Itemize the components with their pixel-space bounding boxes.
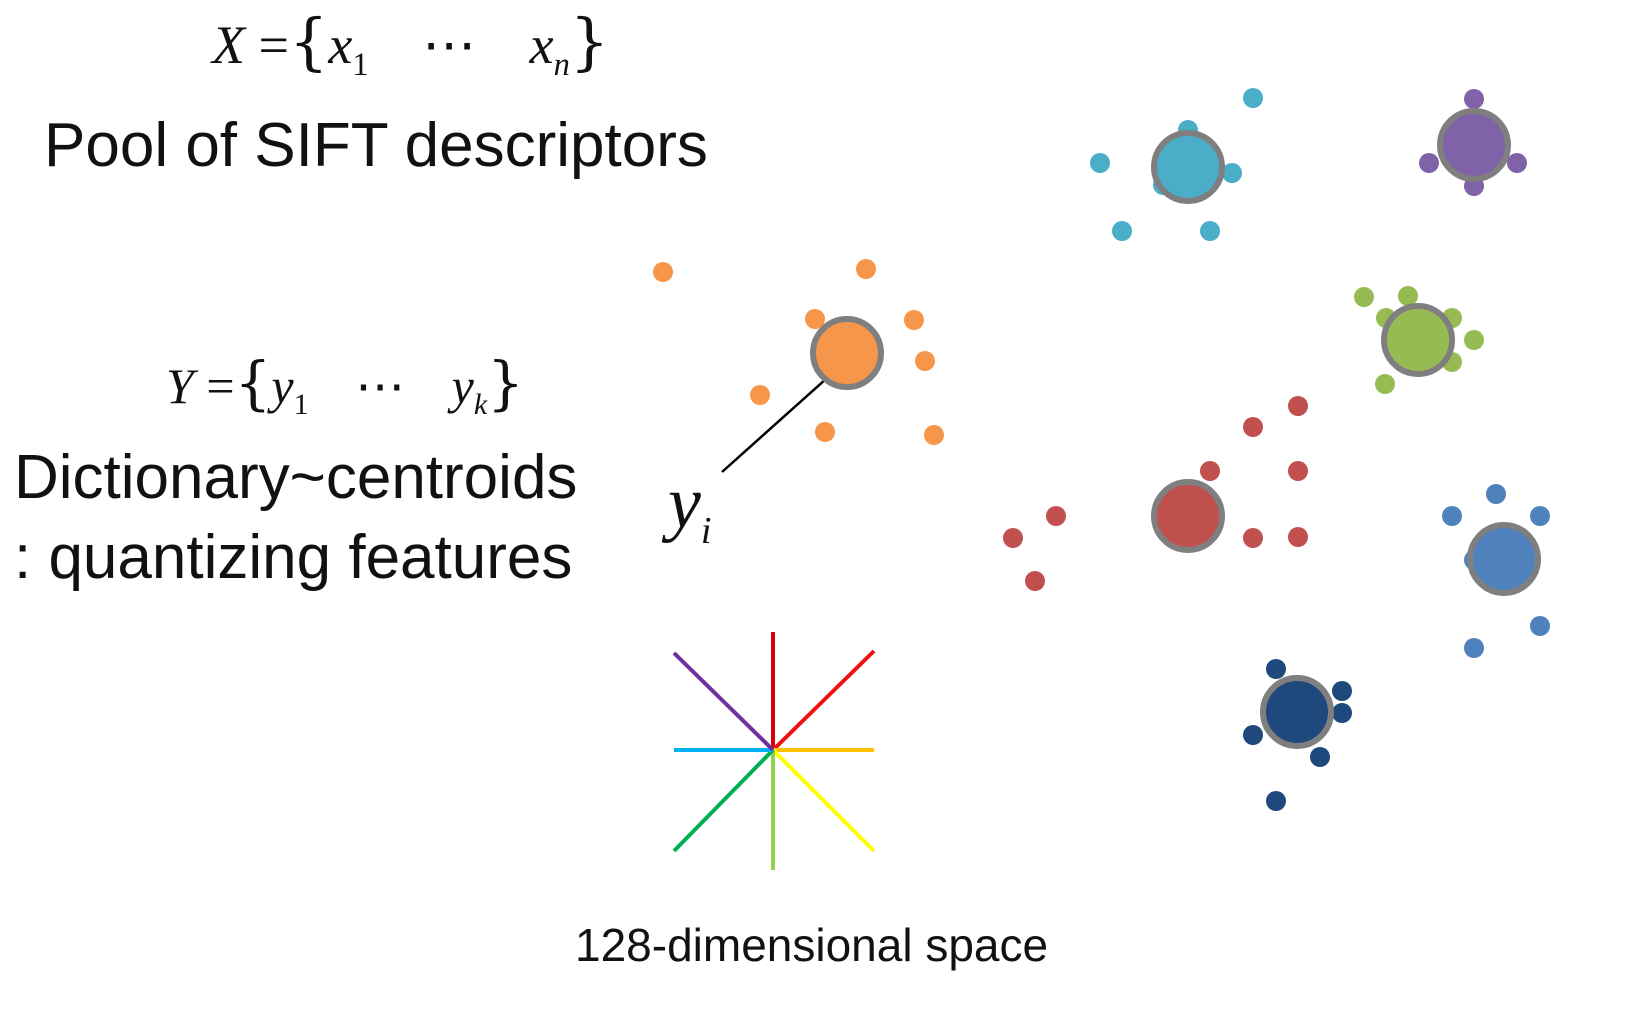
formula-x-equals: = bbox=[258, 15, 289, 75]
formula-y-last-sub: k bbox=[473, 388, 488, 421]
formula-y-equals: = bbox=[206, 358, 235, 414]
point-purple bbox=[1464, 89, 1484, 109]
formula-x-first-sub: 1 bbox=[352, 46, 369, 83]
centroid-cyan bbox=[1151, 130, 1225, 204]
point-green bbox=[1398, 286, 1418, 306]
cluster-blue bbox=[1442, 484, 1550, 658]
point-blue bbox=[1464, 638, 1484, 658]
cluster-green bbox=[1354, 286, 1484, 394]
space-label: 128-dimensional space bbox=[575, 919, 1049, 971]
formula-x-first: x bbox=[328, 15, 353, 75]
point-cyan bbox=[1243, 88, 1263, 108]
point-cyan bbox=[1112, 221, 1132, 241]
pointer-label-sub: i bbox=[700, 509, 712, 552]
centroid-navy bbox=[1260, 675, 1334, 749]
point-navy bbox=[1266, 659, 1286, 679]
point-red bbox=[1046, 506, 1066, 526]
point-red bbox=[1243, 417, 1263, 437]
formula-x-var: X bbox=[212, 15, 245, 75]
point-red bbox=[1288, 461, 1308, 481]
point-red bbox=[1243, 528, 1263, 548]
centroid-red bbox=[1151, 479, 1225, 553]
formula-y-last: y bbox=[451, 358, 474, 414]
point-orange bbox=[856, 259, 876, 279]
formula-x-last: x bbox=[529, 15, 554, 75]
point-green bbox=[1464, 330, 1484, 350]
point-blue bbox=[1486, 484, 1506, 504]
point-orange bbox=[750, 385, 770, 405]
formula-y-first-sub: 1 bbox=[293, 388, 309, 421]
centroid-purple bbox=[1437, 108, 1511, 182]
point-red bbox=[1003, 528, 1023, 548]
cluster-cyan bbox=[1090, 88, 1263, 241]
formula-y-dots: ⋯ bbox=[355, 358, 406, 414]
point-red bbox=[1200, 461, 1220, 481]
point-navy bbox=[1332, 681, 1352, 701]
cluster-navy bbox=[1243, 659, 1352, 811]
centroid-orange bbox=[810, 316, 884, 390]
pointer-label-var: y bbox=[668, 462, 701, 544]
point-purple bbox=[1507, 153, 1527, 173]
cluster-red bbox=[1003, 396, 1308, 591]
pointer-line bbox=[721, 369, 837, 473]
point-navy bbox=[1243, 725, 1263, 745]
star-ray-down-left bbox=[672, 748, 775, 853]
formula-x-open-brace: { bbox=[288, 5, 329, 78]
point-blue bbox=[1530, 506, 1550, 526]
formula-y-var: Y bbox=[166, 358, 194, 414]
point-green bbox=[1375, 374, 1395, 394]
pool-label: Pool of SIFT descriptors bbox=[44, 111, 708, 180]
point-green bbox=[1354, 287, 1374, 307]
point-cyan bbox=[1090, 153, 1110, 173]
point-orange bbox=[653, 262, 673, 282]
star-ray-up-left bbox=[672, 651, 775, 752]
point-orange bbox=[904, 310, 924, 330]
formula-x-last-sub: n bbox=[553, 46, 570, 83]
cluster-orange bbox=[653, 259, 944, 445]
dictionary-label-line1: Dictionary~centroids bbox=[14, 443, 578, 512]
point-blue bbox=[1530, 616, 1550, 636]
cluster-purple bbox=[1419, 89, 1527, 196]
formula-x-dots: ⋯ bbox=[422, 15, 477, 75]
point-navy bbox=[1310, 747, 1330, 767]
point-cyan bbox=[1222, 163, 1242, 183]
formula-x-close-brace: } bbox=[569, 5, 610, 78]
point-orange bbox=[805, 309, 825, 329]
point-red bbox=[1288, 527, 1308, 547]
dictionary-label-line2: : quantizing features bbox=[14, 523, 573, 592]
point-purple bbox=[1419, 153, 1439, 173]
point-red bbox=[1025, 571, 1045, 591]
point-navy bbox=[1332, 703, 1352, 723]
formula-x: X ={x1 ⋯ xn} bbox=[212, 2, 609, 105]
star-ray-down-right bbox=[771, 748, 876, 853]
centroid-blue bbox=[1467, 522, 1541, 596]
point-orange bbox=[924, 425, 944, 445]
point-orange bbox=[915, 351, 935, 371]
formula-y: Y ={y1 ⋯ yk} bbox=[166, 345, 524, 443]
point-red bbox=[1288, 396, 1308, 416]
formula-y-open-brace: { bbox=[234, 349, 272, 417]
formula-y-first: y bbox=[271, 358, 294, 414]
pointer-label: yi bbox=[668, 458, 711, 576]
point-blue bbox=[1442, 506, 1462, 526]
orientation-star bbox=[672, 632, 876, 870]
point-cyan bbox=[1200, 221, 1220, 241]
point-orange bbox=[815, 422, 835, 442]
star-ray-up-right bbox=[771, 649, 876, 752]
centroid-green bbox=[1381, 303, 1455, 377]
formula-y-close-brace: } bbox=[487, 349, 525, 417]
point-navy bbox=[1266, 791, 1286, 811]
